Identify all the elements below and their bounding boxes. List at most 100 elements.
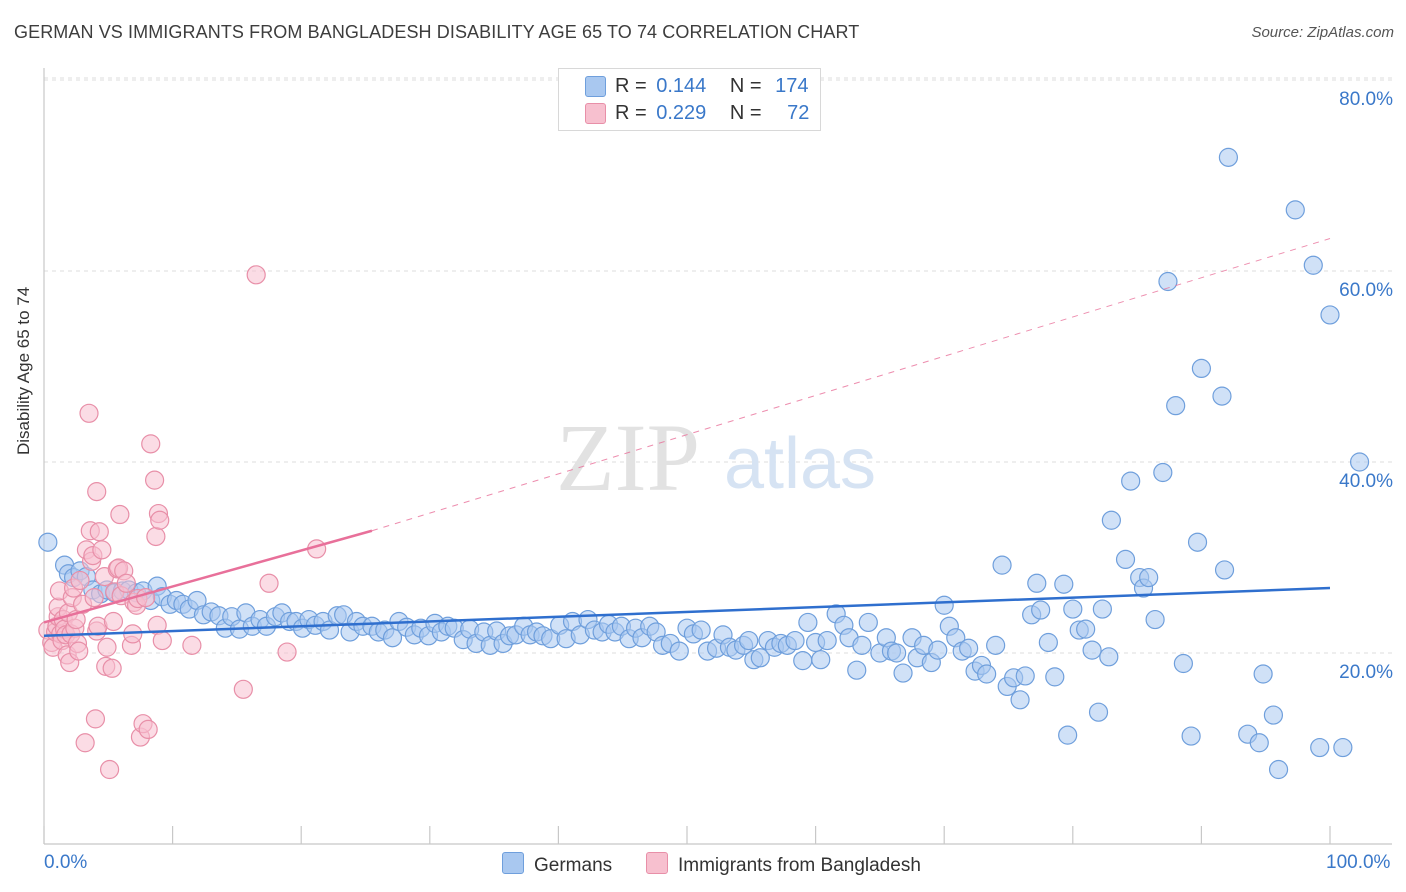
bangladesh-point (70, 570, 90, 591)
german-point (750, 648, 770, 668)
legend-r-value: 0.229 (656, 102, 707, 124)
german-point (1015, 666, 1035, 686)
trend-lines (43, 238, 1331, 638)
german-point (817, 630, 837, 651)
german-point (691, 620, 711, 640)
german-point (1158, 271, 1178, 292)
german-point (1333, 737, 1353, 758)
german-point (1310, 737, 1330, 758)
german-point (934, 595, 954, 615)
bangladesh-point (144, 470, 165, 490)
legend-n-label: N = (729, 102, 762, 124)
bangladesh-trend-line (43, 529, 373, 624)
bangladesh-point (246, 265, 266, 285)
german-point (959, 638, 979, 658)
bangladesh-point (138, 719, 158, 740)
german-point (1031, 600, 1051, 620)
y-tick-label: 60.0% (1339, 280, 1393, 301)
legend-r-label: R = (615, 75, 647, 97)
x-tick-min: 0.0% (44, 852, 88, 873)
german-point (1181, 726, 1201, 746)
german-point (38, 532, 58, 552)
german-point (1218, 147, 1239, 167)
bangladesh-point (152, 630, 172, 651)
german-point (1054, 574, 1074, 594)
legend-label-germans: Germans (534, 855, 613, 876)
german-point (1101, 510, 1121, 530)
watermark: ZIP atlas (556, 404, 876, 511)
bangladesh-point (97, 637, 117, 657)
german-point (1082, 640, 1102, 660)
stats-legend: R = 0.144 N = 174 R = 0.229 N = 72 (558, 68, 821, 131)
chart-title: GERMAN VS IMMIGRANTS FROM BANGLADESH DIS… (14, 22, 860, 42)
german-point (793, 651, 813, 671)
bangladesh-point (146, 526, 166, 547)
legend-label-bangladesh: Immigrants from Bangladesh (678, 855, 921, 876)
german-point (1010, 690, 1030, 710)
bangladesh-point (116, 573, 136, 593)
legend-swatch-germans (502, 852, 524, 874)
x-tick-max: 100.0% (1326, 852, 1391, 873)
german-point (1191, 358, 1212, 379)
german-point (1303, 255, 1323, 275)
german-point (1253, 664, 1273, 684)
german-point (1115, 549, 1136, 570)
legend-r-value: 0.144 (656, 75, 707, 97)
german-point (1063, 599, 1083, 619)
german-point (1092, 599, 1112, 619)
german-point (382, 628, 403, 648)
bangladesh-point (87, 482, 107, 502)
german-point (1173, 653, 1193, 674)
german-point (798, 612, 818, 633)
german-point (785, 630, 805, 651)
german-point (928, 640, 948, 660)
german-point (1153, 462, 1173, 483)
watermark-atlas: atlas (724, 424, 876, 504)
legend-swatch-germans (585, 76, 606, 97)
german-point (1214, 560, 1235, 580)
y-tick-label: 40.0% (1339, 471, 1393, 492)
german-point (1099, 647, 1119, 667)
bangladesh-point (79, 403, 99, 423)
bangladesh-point (103, 611, 124, 632)
german-point (739, 630, 759, 651)
german-point (1349, 452, 1370, 472)
legend-r-label: R = (615, 102, 647, 124)
german-point (852, 635, 872, 655)
bangladesh-point (99, 759, 120, 780)
german-point (1038, 632, 1058, 653)
bangladesh-point (259, 573, 279, 593)
german-point (1263, 705, 1284, 725)
legend-item-germans: Germans (502, 852, 612, 877)
german-point (1121, 471, 1141, 491)
german-point (1139, 567, 1159, 588)
german-point (986, 635, 1006, 655)
legend-swatch-bangladesh (646, 852, 668, 874)
german-point (1045, 667, 1065, 687)
bangladesh-point (233, 679, 253, 699)
german-point (1268, 759, 1289, 780)
german-point (893, 663, 913, 683)
legend-n-value: 174 (775, 75, 809, 97)
german-point (1249, 733, 1269, 753)
legend-n-value: 72 (787, 102, 810, 124)
german-point (847, 660, 867, 680)
german-point (1058, 725, 1078, 745)
bangladesh-point (102, 658, 122, 678)
german-point (1088, 702, 1109, 722)
german-point (811, 650, 831, 670)
watermark-zip: ZIP (556, 404, 700, 511)
bangladesh-point (110, 504, 130, 525)
german-point (887, 643, 907, 663)
german-point (1027, 573, 1047, 593)
german-point (858, 612, 878, 633)
bangladesh-point (182, 635, 202, 655)
bangladesh-point (69, 641, 89, 661)
german-point (1320, 305, 1340, 325)
y-tick-label: 80.0% (1339, 89, 1393, 110)
german-point (977, 664, 997, 684)
german-point (1187, 532, 1208, 552)
source-label: Source: ZipAtlas.com (1251, 24, 1394, 41)
german-point (669, 641, 689, 661)
